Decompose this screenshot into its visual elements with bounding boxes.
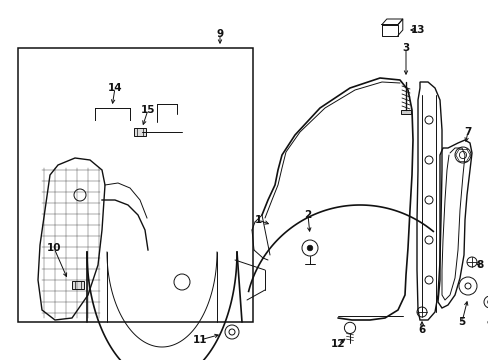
Text: 11: 11 xyxy=(192,335,207,345)
Text: 12: 12 xyxy=(330,339,345,349)
Text: 2: 2 xyxy=(304,210,311,220)
Text: 6: 6 xyxy=(418,325,425,335)
Polygon shape xyxy=(134,128,146,136)
Text: 15: 15 xyxy=(141,105,155,115)
Text: 14: 14 xyxy=(107,83,122,93)
Text: 9: 9 xyxy=(216,29,223,39)
Text: 4: 4 xyxy=(486,317,488,327)
Bar xyxy=(400,110,410,114)
Text: 3: 3 xyxy=(402,43,409,53)
Circle shape xyxy=(306,245,312,251)
Polygon shape xyxy=(72,281,84,289)
Text: 13: 13 xyxy=(410,25,425,35)
Text: 10: 10 xyxy=(47,243,61,253)
Text: 5: 5 xyxy=(457,317,465,327)
Text: 1: 1 xyxy=(254,215,261,225)
Text: 7: 7 xyxy=(464,127,471,137)
Bar xyxy=(18,48,252,322)
Text: 8: 8 xyxy=(475,260,483,270)
